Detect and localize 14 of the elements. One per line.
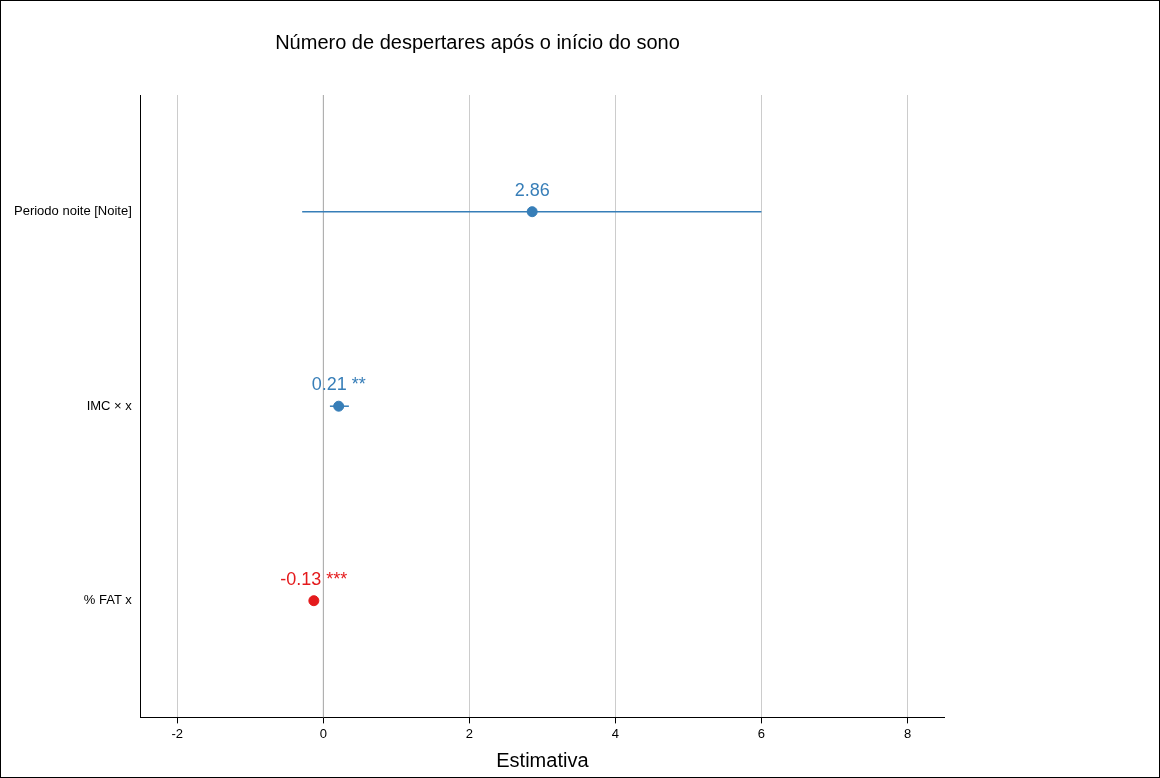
data-label: 2.86 — [514, 179, 550, 200]
x-tick-label: -2 — [171, 725, 184, 741]
x-tick-label: 6 — [757, 725, 766, 741]
y-tick-label: IMC × x — [86, 397, 133, 413]
data-label: 0.21 ** — [311, 374, 366, 395]
chart-title: Número de despertares após o início do sono — [275, 30, 680, 53]
data-label: -0.13 *** — [280, 568, 348, 589]
y-tick-label: % FAT x — [83, 592, 133, 608]
x-tick-label: 8 — [903, 725, 912, 741]
x-tick-label: 4 — [611, 725, 620, 741]
x-axis-title: Estimativa — [496, 748, 590, 771]
y-tick-label: Periodo noite [Noite] — [14, 203, 132, 219]
x-tick-label: 2 — [465, 725, 473, 741]
x-tick-label: 0 — [319, 725, 327, 741]
